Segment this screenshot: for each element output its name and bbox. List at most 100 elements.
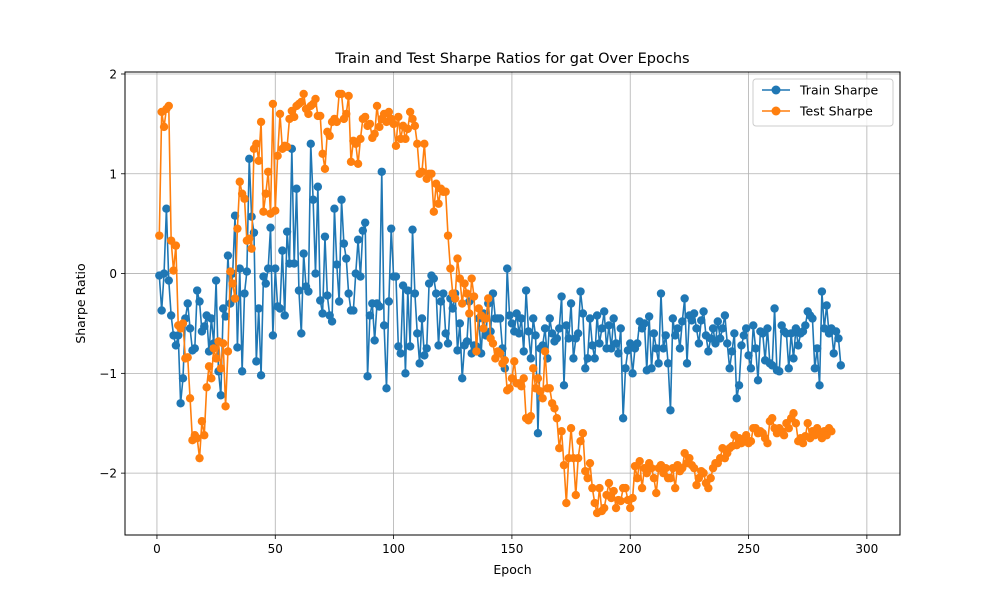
test-sharpe-point <box>441 187 450 196</box>
test-sharpe-point <box>403 124 412 134</box>
test-sharpe-point <box>581 466 590 476</box>
train-sharpe-point <box>318 309 327 318</box>
train-sharpe-point <box>387 224 396 233</box>
train-sharpe-point <box>585 314 595 323</box>
test-sharpe-point <box>235 177 244 186</box>
test-sharpe-point <box>763 439 772 448</box>
train-sharpe-point <box>280 311 289 320</box>
legend-test-label: Test Sharpe <box>799 104 873 119</box>
train-sharpe-point <box>815 381 824 390</box>
test-sharpe-point <box>559 460 569 470</box>
train-sharpe-point <box>576 287 585 296</box>
train-sharpe-point <box>611 339 621 348</box>
train-sharpe-point <box>834 334 843 343</box>
test-sharpe-point <box>228 279 237 288</box>
test-sharpe-point <box>259 207 268 216</box>
train-sharpe-point <box>237 367 247 376</box>
train-sharpe-point <box>332 260 341 269</box>
test-sharpe-point <box>791 419 801 428</box>
test-sharpe-point <box>706 473 715 483</box>
train-sharpe-point <box>640 319 649 328</box>
train-sharpe-point <box>259 272 268 281</box>
train-sharpe-point <box>190 344 200 353</box>
test-sharpe-point <box>519 374 528 383</box>
test-sharpe-point <box>446 264 455 273</box>
test-sharpe-point <box>434 199 443 208</box>
test-sharpe-point <box>517 382 526 391</box>
train-sharpe-point <box>339 239 349 248</box>
test-sharpe-point <box>275 109 285 119</box>
train-sharpe-point <box>583 354 592 363</box>
train-sharpe-point <box>358 226 368 235</box>
test-sharpe-point <box>583 473 592 483</box>
train-sharpe-point <box>600 307 609 316</box>
train-sharpe-point <box>405 342 415 351</box>
x-axis-label: Epoch <box>493 562 531 577</box>
train-sharpe-point <box>417 314 427 323</box>
train-sharpe-point <box>590 354 599 363</box>
train-sharpe-point <box>531 331 540 340</box>
test-sharpe-point <box>245 234 254 243</box>
train-sharpe-point <box>708 324 718 333</box>
test-sharpe-point <box>200 431 209 440</box>
train-sharpe-point <box>741 324 751 333</box>
train-sharpe-point <box>344 289 353 298</box>
test-sharpe-point <box>633 473 642 483</box>
train-sharpe-point <box>713 317 722 326</box>
legend: Train Sharpe Test Sharpe <box>752 78 894 127</box>
test-sharpe-point <box>209 344 218 353</box>
chart-title: Train and Test Sharpe Ratios for gat Ove… <box>334 51 689 67</box>
train-sharpe-point <box>458 374 467 383</box>
test-sharpe-point <box>410 121 420 131</box>
train-sharpe-point <box>559 381 569 390</box>
test-sharpe-point <box>545 384 554 393</box>
train-sharpe-point <box>597 324 607 333</box>
train-sharpe-point <box>770 304 779 313</box>
test-sharpe-point <box>798 439 808 448</box>
test-sharpe-point <box>171 241 181 250</box>
train-sharpe-point <box>216 391 226 400</box>
test-sharpe-point <box>526 412 536 421</box>
train-sharpe-point <box>562 321 571 330</box>
train-sharpe-point <box>453 346 462 355</box>
train-sharpe-point <box>306 139 315 149</box>
train-sharpe-point <box>682 359 692 368</box>
test-sharpe-point <box>192 434 202 443</box>
test-sharpe-point <box>372 101 382 111</box>
train-sharpe-point <box>171 341 181 350</box>
train-sharpe-point <box>370 336 379 345</box>
test-sharpe-point <box>590 498 599 508</box>
test-sharpe-point <box>768 414 777 423</box>
train-sharpe-point <box>614 349 623 358</box>
train-sharpe-point <box>581 364 590 373</box>
test-sharpe-point <box>595 483 604 493</box>
train-sharpe-point <box>633 339 642 348</box>
train-sharpe-point <box>734 381 744 390</box>
train-sharpe-point <box>656 289 666 298</box>
train-sharpe-point <box>349 306 358 315</box>
train-sharpe-point <box>436 297 446 306</box>
test-sharpe-point <box>647 463 656 473</box>
train-sharpe-point <box>555 324 564 333</box>
test-sharpe-point <box>311 94 320 104</box>
train-sharpe-point <box>720 311 730 320</box>
test-sharpe-point <box>337 89 346 99</box>
train-sharpe-point <box>566 299 576 308</box>
axis-ticks: 0 50 100 150 200 250 300 −2 −1 0 1 2 <box>99 67 878 556</box>
train-sharpe-point <box>308 195 318 204</box>
train-sharpe-point <box>337 195 346 204</box>
test-sharpe-point <box>803 419 812 428</box>
series-layer <box>155 89 846 518</box>
train-sharpe-point <box>268 331 278 340</box>
train-sharpe-point <box>443 339 453 348</box>
train-sharpe-point <box>621 364 630 373</box>
train-sharpe-point <box>831 327 841 336</box>
test-sharpe-point <box>346 157 356 167</box>
train-sharpe-point <box>252 357 261 366</box>
test-sharpe-point <box>169 266 178 275</box>
train-sharpe-point <box>519 347 528 356</box>
train-sharpe-point <box>382 384 391 393</box>
train-sharpe-point <box>240 289 249 298</box>
test-sharpe-point <box>540 347 550 356</box>
train-sharpe-point <box>278 246 287 255</box>
